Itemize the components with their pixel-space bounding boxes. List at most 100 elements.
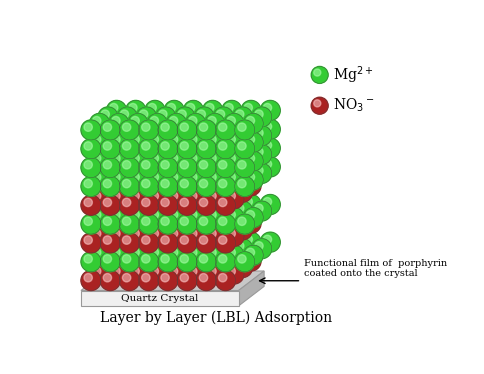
- Circle shape: [106, 138, 126, 158]
- Circle shape: [178, 129, 186, 137]
- Circle shape: [117, 126, 137, 146]
- Circle shape: [109, 104, 118, 112]
- Circle shape: [103, 160, 112, 169]
- Circle shape: [213, 220, 233, 240]
- Circle shape: [92, 135, 101, 144]
- Circle shape: [178, 260, 186, 269]
- Circle shape: [131, 229, 139, 238]
- Circle shape: [120, 223, 129, 231]
- Circle shape: [145, 101, 165, 120]
- Circle shape: [131, 173, 139, 181]
- Circle shape: [243, 113, 263, 134]
- Circle shape: [158, 233, 178, 253]
- Circle shape: [142, 180, 150, 188]
- Circle shape: [263, 160, 272, 168]
- Circle shape: [189, 192, 197, 200]
- Circle shape: [194, 145, 214, 165]
- Circle shape: [112, 173, 120, 181]
- Circle shape: [139, 204, 148, 212]
- Circle shape: [128, 189, 148, 209]
- Circle shape: [241, 176, 261, 196]
- Circle shape: [218, 160, 227, 169]
- Circle shape: [216, 148, 225, 156]
- Circle shape: [136, 126, 156, 146]
- Circle shape: [222, 194, 242, 215]
- Circle shape: [145, 176, 165, 196]
- Circle shape: [227, 248, 235, 257]
- Circle shape: [197, 166, 206, 175]
- Circle shape: [199, 217, 208, 226]
- Circle shape: [164, 194, 184, 215]
- Circle shape: [122, 236, 131, 244]
- Circle shape: [90, 226, 109, 246]
- Circle shape: [183, 232, 203, 252]
- Circle shape: [243, 170, 263, 190]
- Circle shape: [216, 166, 225, 175]
- Circle shape: [183, 157, 203, 177]
- Circle shape: [185, 245, 206, 265]
- Circle shape: [138, 233, 159, 253]
- Circle shape: [197, 110, 206, 118]
- Circle shape: [167, 235, 176, 243]
- Circle shape: [215, 157, 236, 178]
- Circle shape: [224, 208, 244, 227]
- Circle shape: [84, 217, 92, 226]
- Circle shape: [139, 242, 148, 250]
- Circle shape: [150, 173, 159, 181]
- Circle shape: [180, 198, 188, 206]
- Circle shape: [156, 145, 176, 165]
- Circle shape: [128, 170, 148, 190]
- Circle shape: [120, 233, 139, 253]
- Circle shape: [126, 138, 146, 158]
- Circle shape: [103, 198, 112, 206]
- Circle shape: [150, 154, 159, 162]
- Circle shape: [148, 160, 156, 168]
- Circle shape: [109, 264, 129, 284]
- Circle shape: [158, 177, 178, 196]
- Circle shape: [186, 254, 195, 263]
- Circle shape: [314, 69, 321, 76]
- Circle shape: [117, 107, 137, 127]
- Circle shape: [175, 145, 195, 165]
- Circle shape: [84, 160, 92, 169]
- Circle shape: [126, 232, 146, 252]
- Circle shape: [246, 248, 255, 257]
- Circle shape: [194, 107, 214, 127]
- Circle shape: [197, 157, 216, 178]
- Circle shape: [156, 201, 176, 221]
- Circle shape: [169, 211, 178, 219]
- Circle shape: [92, 248, 101, 257]
- Circle shape: [136, 145, 156, 165]
- Circle shape: [208, 135, 216, 144]
- Circle shape: [158, 157, 178, 178]
- Circle shape: [131, 192, 139, 200]
- Circle shape: [236, 185, 244, 194]
- Circle shape: [112, 116, 120, 125]
- Circle shape: [175, 107, 195, 127]
- Circle shape: [222, 157, 242, 177]
- Circle shape: [177, 214, 197, 234]
- Circle shape: [183, 101, 203, 120]
- Circle shape: [129, 216, 137, 225]
- Circle shape: [194, 239, 214, 259]
- Circle shape: [169, 154, 178, 162]
- Circle shape: [109, 235, 118, 243]
- Circle shape: [260, 101, 280, 120]
- Circle shape: [236, 148, 244, 156]
- Circle shape: [129, 179, 137, 187]
- Circle shape: [218, 217, 227, 226]
- Circle shape: [205, 226, 225, 246]
- Circle shape: [101, 223, 109, 231]
- Circle shape: [263, 141, 272, 150]
- Circle shape: [142, 255, 150, 263]
- Circle shape: [159, 260, 167, 269]
- Circle shape: [238, 123, 246, 131]
- Circle shape: [224, 113, 244, 134]
- Circle shape: [120, 242, 129, 250]
- Circle shape: [109, 254, 118, 263]
- Circle shape: [109, 122, 118, 131]
- Circle shape: [100, 139, 120, 159]
- Circle shape: [103, 236, 112, 244]
- Circle shape: [90, 245, 109, 265]
- Circle shape: [255, 148, 263, 156]
